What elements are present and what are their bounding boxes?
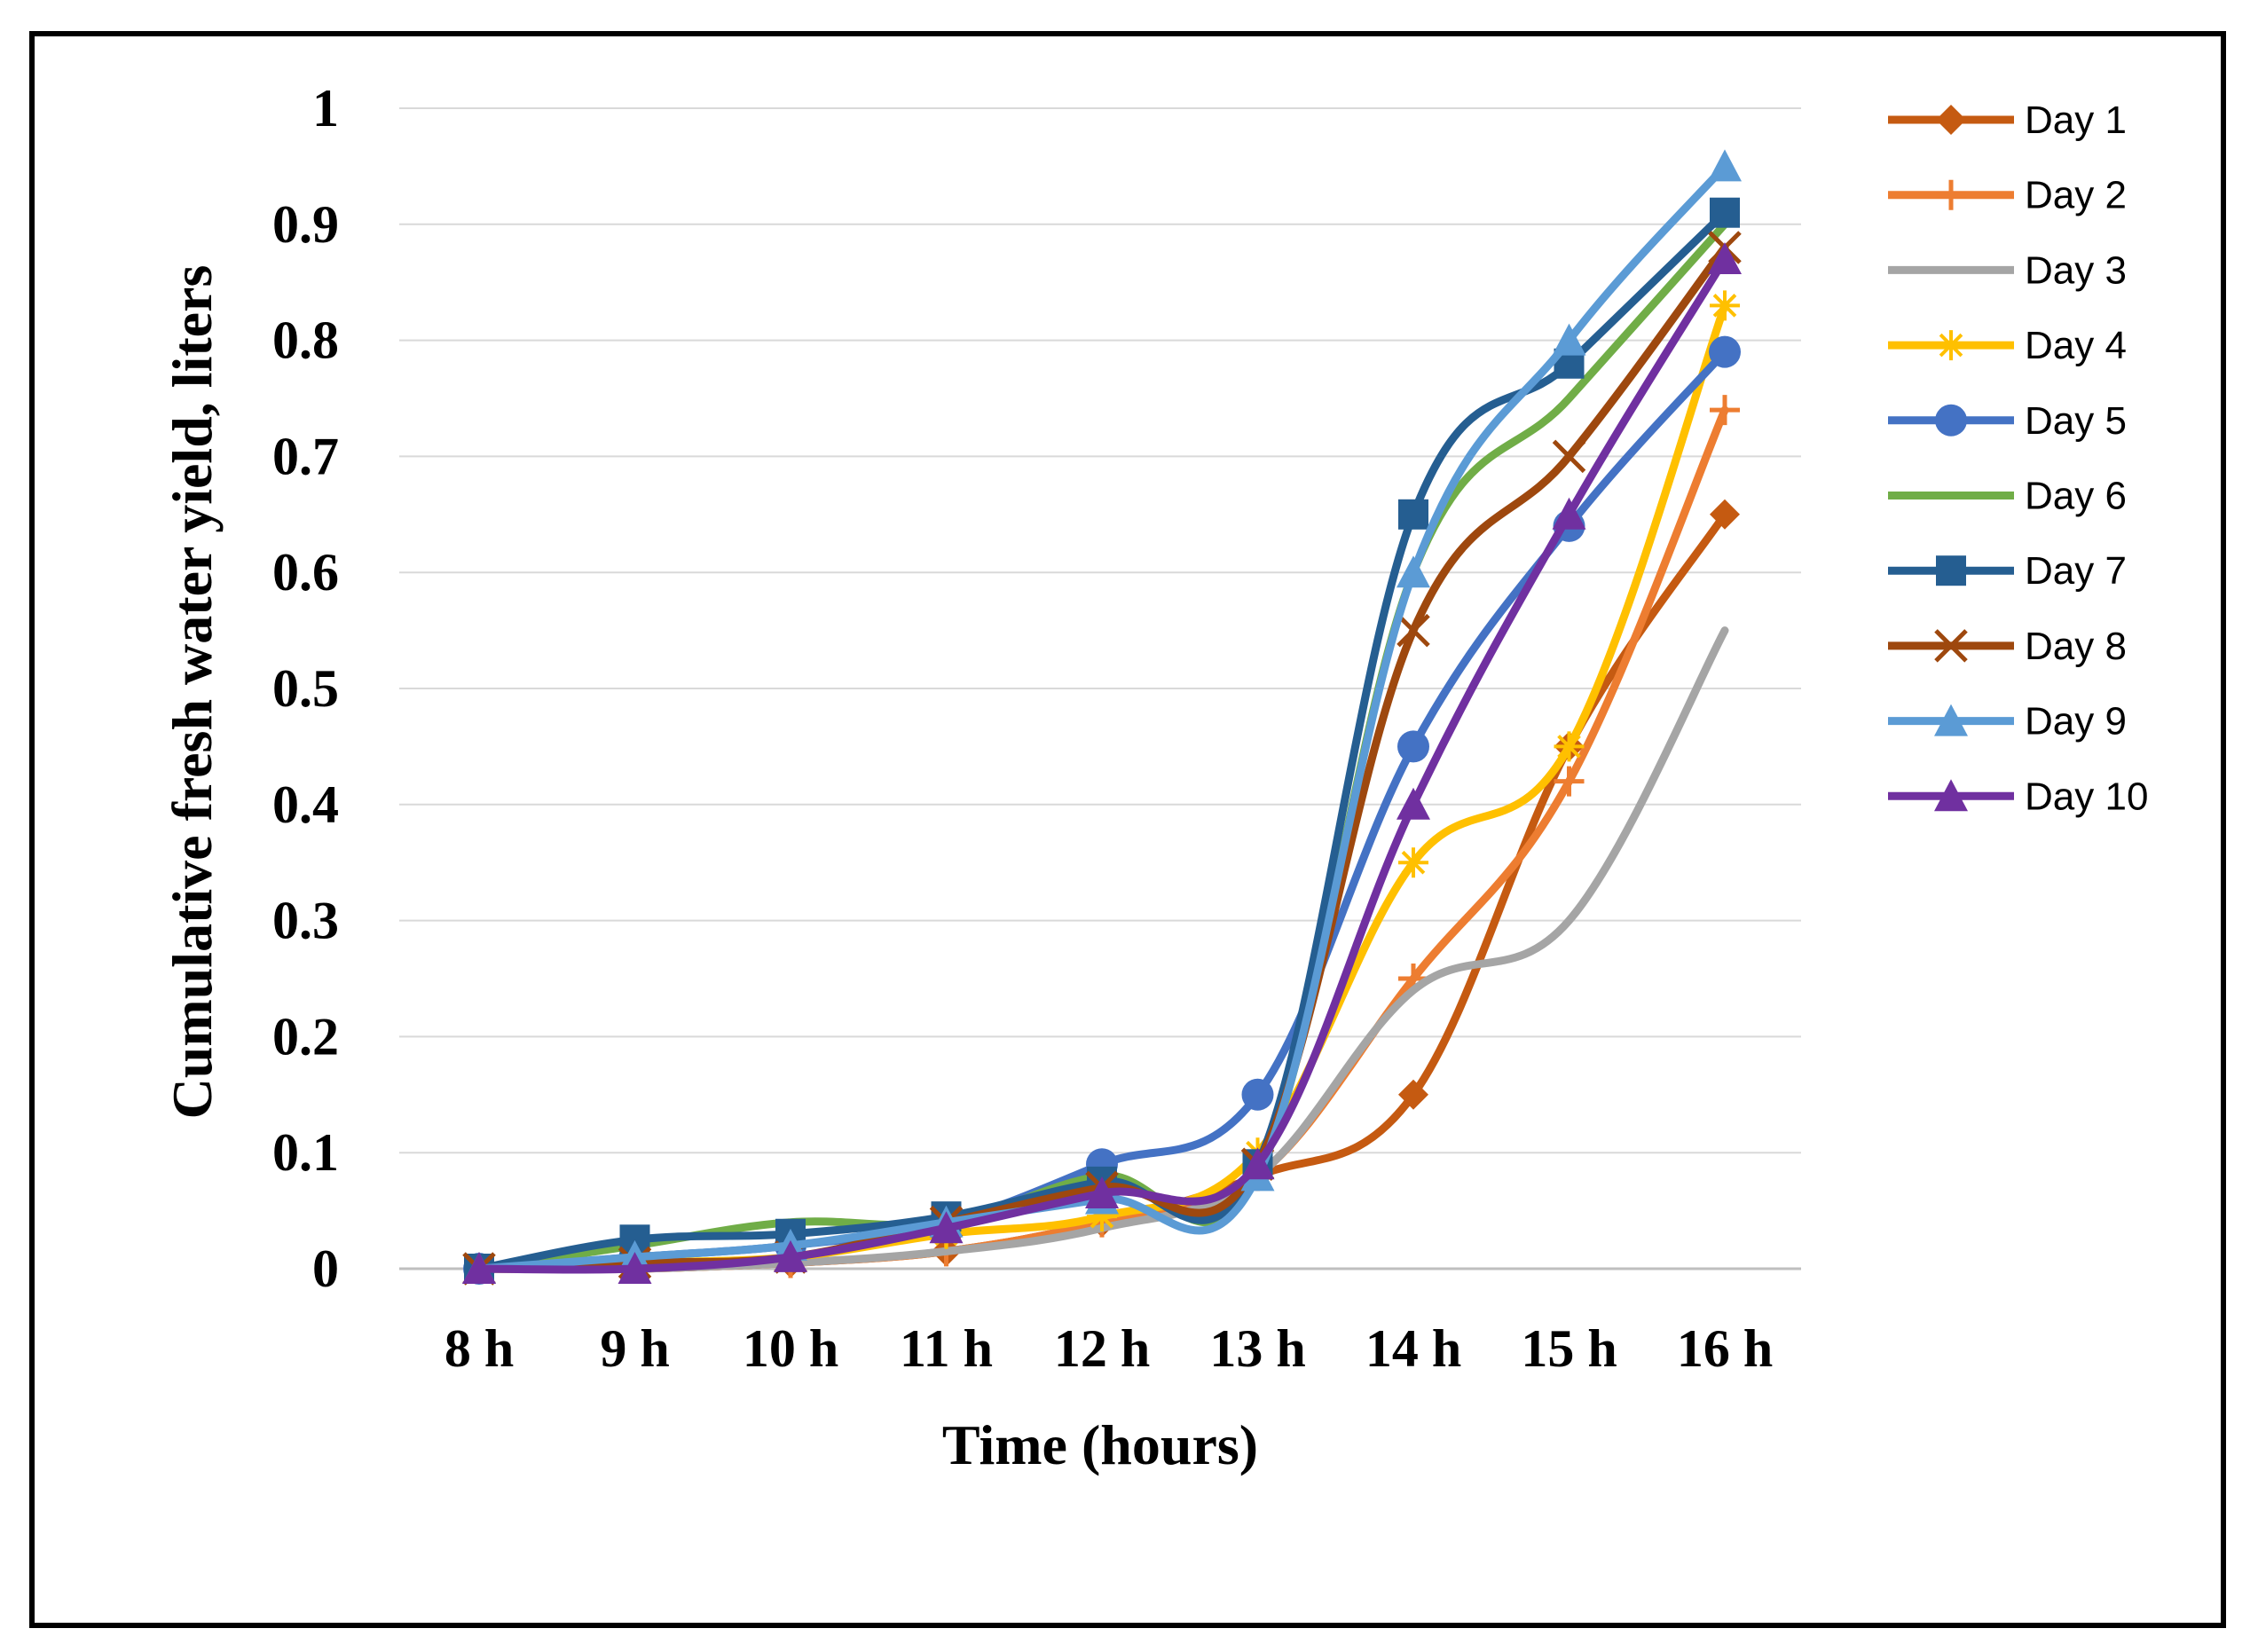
- x-axis-title: Time (hours): [942, 1413, 1258, 1476]
- legend-item: Day 2: [1888, 174, 2127, 217]
- legend-marker: [1936, 179, 1966, 210]
- data-point: [462, 1252, 496, 1284]
- x-tick-label: 9 h: [600, 1319, 669, 1378]
- legend-item: Day 5: [1888, 399, 2127, 443]
- legend-marker: [1934, 779, 1968, 812]
- x-tick-label: 8 h: [445, 1319, 514, 1378]
- x-tick-label: 16 h: [1677, 1319, 1773, 1378]
- legend: Day 1 Day 2 Day 3 Day 4 Day 5 Day 6 Day 7 Day 8…: [1888, 98, 2148, 818]
- legend-label: Day 9: [2025, 700, 2127, 743]
- y-tick-label: 0.7: [272, 427, 339, 485]
- data-point: [1708, 242, 1742, 275]
- legend-marker: [1935, 404, 1967, 437]
- y-tick-label: 0.1: [272, 1123, 339, 1182]
- y-tick-label: 0.3: [272, 892, 339, 950]
- data-point: [1709, 335, 1741, 368]
- data-point: [1087, 1201, 1117, 1232]
- data-point: [774, 1239, 807, 1272]
- legend-marker: [1936, 555, 1966, 586]
- legend-label: Day 1: [2025, 98, 2127, 142]
- legend-item: Day 8: [1888, 625, 2127, 668]
- series-line: [475, 161, 1729, 1273]
- y-tick-label: 0.6: [272, 543, 339, 602]
- data-point: [1710, 499, 1740, 530]
- x-tick-label: 11 h: [900, 1319, 993, 1378]
- y-tick-label: 0.8: [272, 311, 339, 370]
- data-point: [1710, 197, 1740, 228]
- data-point: [1396, 787, 1430, 820]
- legend-item: Day 9: [1888, 700, 2127, 743]
- data-point: [1398, 499, 1428, 530]
- data-point: [929, 1211, 964, 1244]
- y-tick-label: 0: [312, 1239, 339, 1298]
- legend-label: Day 6: [2025, 475, 2127, 518]
- data-point: [1708, 149, 1742, 182]
- series-line: [475, 255, 1729, 1274]
- data-point: [1554, 766, 1585, 797]
- legend-label: Day 7: [2025, 549, 2127, 593]
- legend-item: Day 4: [1888, 324, 2127, 367]
- data-point: [1397, 730, 1429, 763]
- x-tick-label: 13 h: [1209, 1319, 1305, 1378]
- legend-label: Day 4: [2025, 324, 2127, 367]
- data-point: [1554, 731, 1585, 762]
- y-tick-label: 1: [312, 79, 339, 138]
- legend-label: Day 5: [2025, 399, 2127, 443]
- chart-border: [29, 31, 2226, 1628]
- legend-item: Day 10: [1888, 775, 2148, 818]
- y-tick-label: 0.9: [272, 195, 339, 254]
- legend-marker: [1934, 704, 1968, 736]
- y-tick-label: 0.5: [272, 659, 339, 718]
- series-layer: [462, 149, 1742, 1286]
- x-axis-ticks: 8 h 9 h 10 h 11 h 12 h 13 h 14 h 15 h 16 h: [445, 1319, 1773, 1378]
- data-point: [1398, 1079, 1428, 1110]
- series-line: [475, 208, 1729, 1273]
- legend-marker: [1936, 330, 1966, 361]
- legend-item: Day 1: [1888, 98, 2127, 142]
- legend-label: Day 3: [2025, 248, 2127, 292]
- data-point: [1552, 323, 1586, 356]
- legend-label: Day 8: [2025, 625, 2127, 668]
- data-point: [1396, 555, 1430, 588]
- x-tick-label: 10 h: [743, 1319, 838, 1378]
- x-tick-label: 14 h: [1365, 1319, 1461, 1378]
- data-point: [1710, 290, 1740, 321]
- legend-item: Day 7: [1888, 549, 2127, 593]
- x-tick-label: 12 h: [1054, 1319, 1150, 1378]
- legend-marker: [1936, 105, 1966, 135]
- data-point: [1085, 1176, 1119, 1208]
- data-point: [1710, 395, 1740, 426]
- data-point: [1552, 439, 1586, 474]
- legend-item: Day 6: [1888, 475, 2127, 518]
- data-point: [1552, 497, 1586, 530]
- y-axis-ticks: 0 0.1 0.2 0.3 0.4 0.5 0.6 0.7 0.8 0.9 1: [272, 79, 339, 1298]
- x-tick-label: 15 h: [1521, 1319, 1617, 1378]
- y-tick-label: 0.4: [272, 775, 339, 834]
- legend-label: Day 2: [2025, 174, 2127, 217]
- legend-label: Day 10: [2025, 775, 2148, 818]
- y-axis-title: Cumulative fresh water yield, liters: [161, 265, 224, 1120]
- legend-item: Day 3: [1888, 248, 2127, 292]
- data-point: [1240, 1147, 1275, 1180]
- legend-marker: [1934, 629, 1968, 663]
- data-point: [1398, 847, 1428, 878]
- y-tick-label: 0.2: [272, 1007, 339, 1066]
- data-point: [1241, 1078, 1274, 1111]
- data-point: [618, 1252, 652, 1284]
- series-day-10: [462, 242, 1742, 1284]
- data-point: [1396, 613, 1430, 648]
